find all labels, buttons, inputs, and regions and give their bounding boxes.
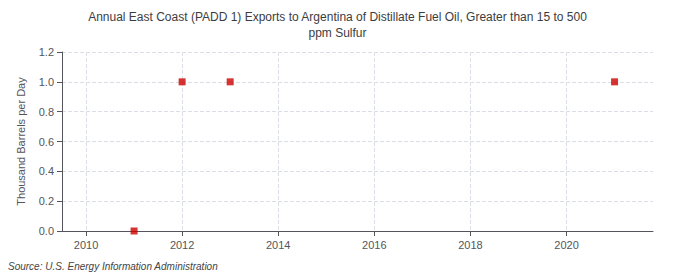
svg-text:Annual East Coast (PADD 1) Exp: Annual East Coast (PADD 1) Exports to Ar… — [88, 10, 587, 24]
svg-text:Source: U.S. Energy Informatio: Source: U.S. Energy Information Administ… — [8, 261, 218, 272]
svg-text:2018: 2018 — [458, 239, 482, 251]
svg-text:2016: 2016 — [362, 239, 386, 251]
svg-text:Thousand Barrels per Day: Thousand Barrels per Day — [15, 77, 27, 206]
svg-text:1.2: 1.2 — [39, 46, 54, 58]
svg-text:0.4: 0.4 — [39, 165, 54, 177]
svg-text:2012: 2012 — [170, 239, 194, 251]
svg-text:0.0: 0.0 — [39, 225, 54, 237]
svg-text:0.6: 0.6 — [39, 136, 54, 148]
svg-text:1.0: 1.0 — [39, 76, 54, 88]
svg-text:0.2: 0.2 — [39, 195, 54, 207]
svg-text:2010: 2010 — [74, 239, 98, 251]
svg-text:0.8: 0.8 — [39, 106, 54, 118]
svg-text:2014: 2014 — [266, 239, 290, 251]
svg-text:ppm Sulfur: ppm Sulfur — [308, 26, 366, 40]
svg-text:2020: 2020 — [554, 239, 578, 251]
